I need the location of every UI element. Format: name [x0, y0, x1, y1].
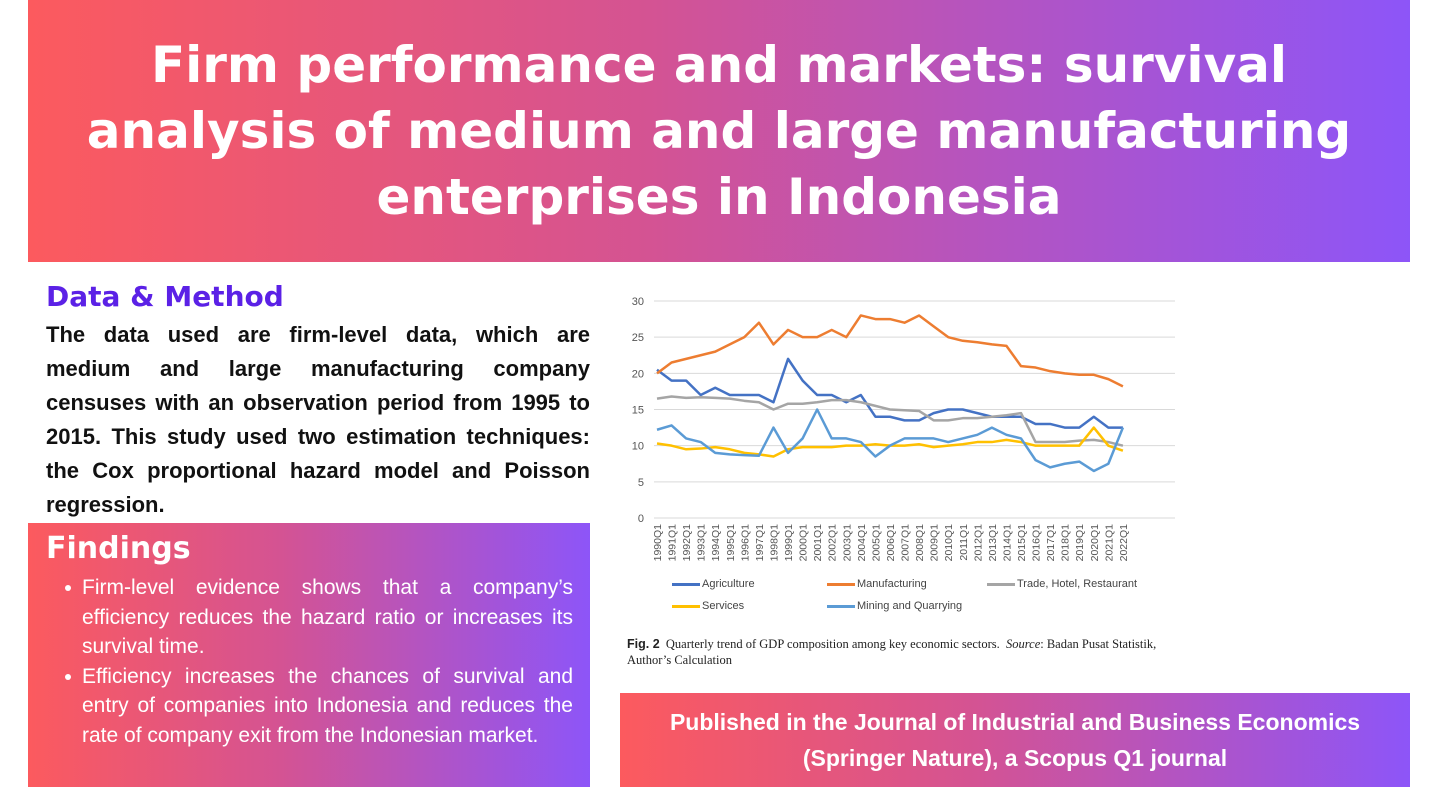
x-tick-label: 1998Q1 [768, 524, 780, 562]
y-tick-label: 0 [638, 513, 644, 525]
x-tick-label: 1991Q1 [667, 524, 679, 562]
caption-text: Quarterly trend of GDP composition among… [665, 637, 1000, 651]
caption-source-label: Source [1006, 637, 1041, 651]
x-tick-label: 2008Q1 [914, 524, 926, 562]
legend-label: Manufacturing [857, 578, 927, 590]
x-tick-label: 1999Q1 [783, 524, 795, 562]
figure-label: Fig. 2 [627, 637, 660, 651]
findings-list: Firm-level evidence shows that a company… [65, 573, 573, 751]
page-title: Firm performance and markets: survival a… [86, 36, 1352, 226]
legend-swatch [827, 604, 855, 608]
legend-label: Trade, Hotel, Restaurant [1017, 578, 1138, 590]
x-tick-label: 2012Q1 [972, 524, 984, 562]
finding-item: Firm-level evidence shows that a company… [65, 573, 573, 662]
x-tick-label: 2021Q1 [1103, 524, 1115, 562]
legend-label: Mining and Quarrying [857, 600, 963, 612]
x-tick-label: 2013Q1 [987, 524, 999, 562]
x-tick-label: 1997Q1 [754, 524, 766, 562]
legend-item: Trade, Hotel, Restaurant [987, 578, 1137, 590]
legend-swatch [672, 604, 700, 608]
x-tick-label: 2010Q1 [943, 524, 955, 562]
y-tick-label: 15 [632, 405, 644, 417]
figure-caption: Fig. 2 Quarterly trend of GDP compositio… [627, 636, 1187, 668]
legend-item: Agriculture [672, 578, 755, 590]
y-tick-label: 20 [632, 368, 644, 380]
x-tick-label: 2014Q1 [1001, 524, 1013, 562]
legend-swatch [987, 582, 1015, 586]
x-tick-label: 1993Q1 [696, 524, 708, 562]
x-tick-label: 2009Q1 [929, 524, 941, 562]
gdp-composition-chart: 0 5 10 15 20 25 30 1990Q1 1991Q1 1992Q1 1993Q1 1994… [632, 296, 1175, 562]
legend-item: Services [672, 600, 744, 612]
x-tick-label: 1995Q1 [725, 524, 737, 562]
x-tick-label: 1994Q1 [710, 524, 722, 562]
x-tick-label: 2007Q1 [900, 524, 912, 562]
finding-item: Efficiency increases the chances of surv… [65, 662, 573, 751]
series-line-trade-hotel-restaurant [656, 395, 1124, 447]
y-tick-label: 25 [632, 332, 644, 344]
findings-heading: Findings [46, 531, 191, 566]
legend-item: Manufacturing [827, 578, 927, 590]
y-tick-label: 10 [632, 441, 644, 453]
findings-panel: Findings Firm-level evidence shows that … [28, 523, 590, 787]
series-line-manufacturing [656, 314, 1124, 388]
legend-label: Services [702, 600, 745, 612]
series-line-agriculture [656, 357, 1123, 429]
x-tick-label: 2004Q1 [856, 524, 868, 562]
series-line-mining-and-quarrying [656, 408, 1125, 473]
x-tick-label: 2003Q1 [841, 524, 853, 562]
x-tick-label: 2001Q1 [812, 524, 824, 562]
x-tick-label: 1990Q1 [652, 524, 664, 562]
x-tick-label: 2017Q1 [1045, 524, 1057, 562]
caption-source: : Badan Pusat Statistik, Author’s Calcul… [627, 637, 1157, 667]
x-tick-label: 2005Q1 [870, 524, 882, 562]
y-tick-label: 5 [638, 477, 644, 489]
x-tick-label: 2019Q1 [1074, 524, 1086, 562]
x-tick-label: 2016Q1 [1031, 524, 1043, 562]
legend-item: Mining and Quarrying [827, 600, 962, 612]
data-method-text: The data used are firm-level data, which… [46, 322, 590, 517]
x-tick-label: 1992Q1 [681, 524, 693, 562]
y-tick-label: 30 [632, 296, 644, 308]
x-tick-label: 2011Q1 [958, 524, 970, 561]
legend-swatch [672, 582, 700, 586]
x-tick-label: 2020Q1 [1089, 524, 1101, 562]
title-banner: Firm performance and markets: survival a… [28, 0, 1410, 262]
x-tick-label: 2018Q1 [1060, 524, 1072, 562]
x-tick-label: 2002Q1 [827, 524, 839, 562]
publication-banner: Published in the Journal of Industrial a… [620, 693, 1410, 787]
x-tick-label: 2006Q1 [885, 524, 897, 562]
x-tick-label: 1996Q1 [739, 524, 751, 562]
publication-text: Published in the Journal of Industrial a… [669, 709, 1361, 771]
data-method-heading: Data & Method [46, 280, 284, 313]
legend-label: Agriculture [702, 578, 755, 590]
x-tick-label: 2015Q1 [1016, 524, 1028, 562]
x-tick-label: 2022Q1 [1118, 524, 1130, 562]
x-tick-label: 2000Q1 [798, 524, 810, 562]
legend-swatch [827, 582, 855, 586]
